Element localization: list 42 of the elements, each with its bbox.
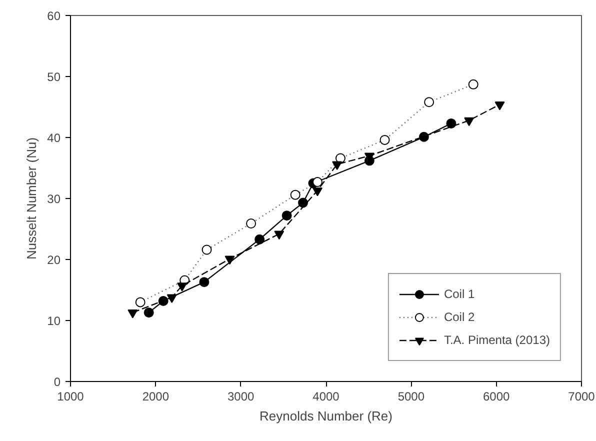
x-tick-label: 4000 (312, 390, 340, 404)
y-axis-title: Nusselt Number (Nu) (24, 137, 40, 260)
y-tick-label: 0 (54, 375, 61, 389)
x-tick-label: 2000 (142, 390, 170, 404)
point (128, 309, 138, 318)
x-tick-label: 3000 (227, 390, 255, 404)
x-tick-label: 1000 (57, 390, 84, 404)
point (332, 161, 342, 170)
point (468, 79, 478, 90)
y-tick-label: 30 (47, 192, 61, 206)
point (494, 101, 505, 110)
point (290, 190, 300, 200)
legend-label: T.A. Pimenta (2013) (444, 333, 550, 347)
point (464, 117, 474, 126)
x-tick-label: 7000 (568, 390, 596, 404)
point (135, 297, 146, 308)
y-tick-label: 20 (47, 253, 61, 267)
point (312, 177, 322, 188)
y-tick-label: 50 (47, 70, 61, 84)
point (282, 210, 292, 221)
point (254, 234, 265, 244)
point (380, 134, 390, 145)
x-axis-title: Reynolds Number (Re) (260, 408, 392, 424)
point (298, 198, 308, 208)
y-tick-label: 60 (47, 9, 61, 23)
point (166, 294, 177, 304)
point (144, 308, 154, 318)
point (424, 97, 434, 108)
point (274, 230, 284, 240)
legend-label: Coil 1 (444, 287, 475, 301)
legend-label: Coil 2 (444, 310, 475, 324)
point (224, 256, 235, 265)
x-tick-label: 5000 (398, 390, 425, 404)
point (246, 218, 256, 228)
point (199, 277, 210, 288)
point (446, 118, 456, 128)
y-tick-label: 40 (47, 131, 61, 145)
x-tick-label: 6000 (482, 390, 510, 404)
point (202, 244, 212, 255)
point (177, 282, 188, 292)
y-tick-label: 10 (47, 314, 61, 328)
point (312, 187, 322, 196)
